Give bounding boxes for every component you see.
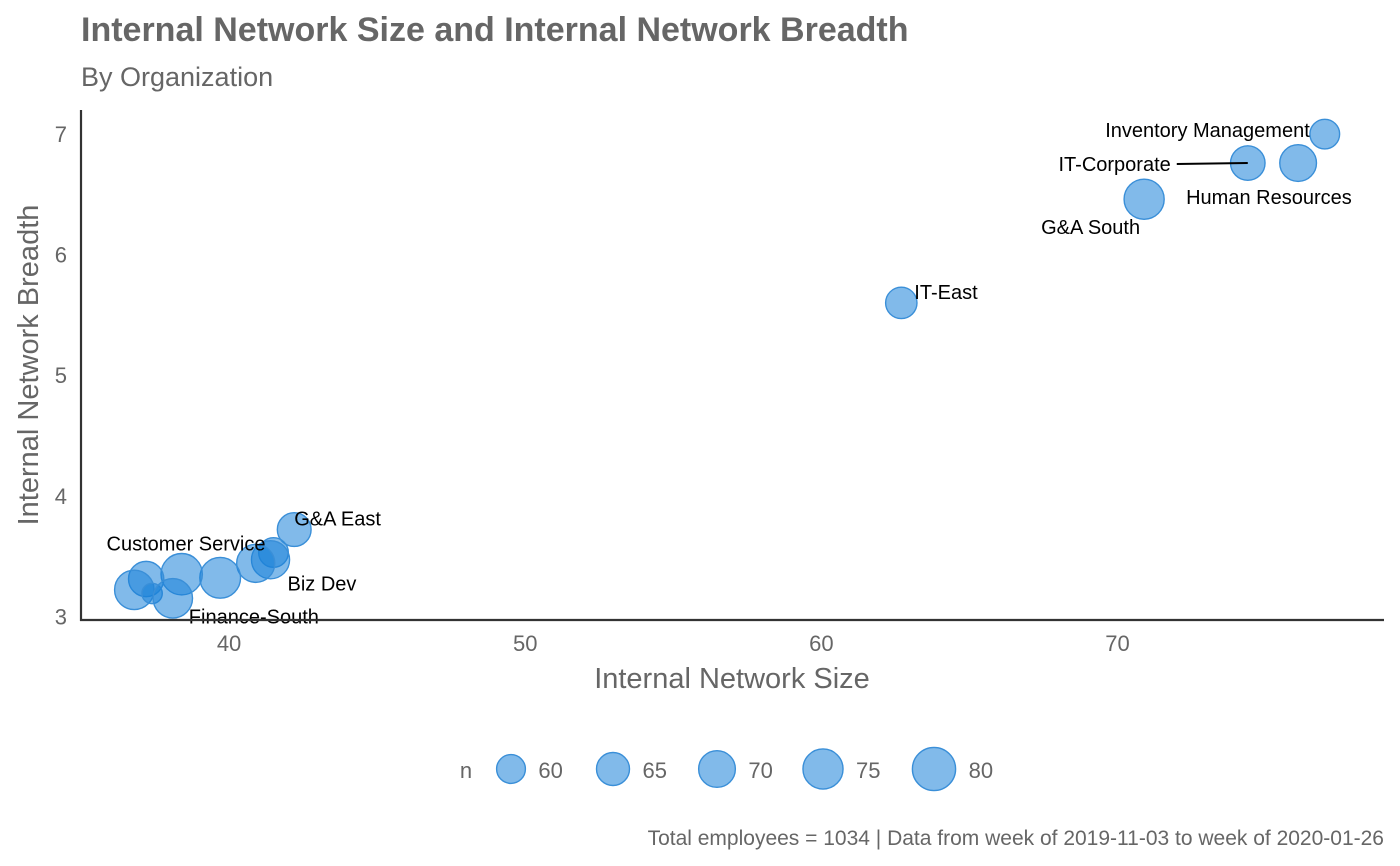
legend-key — [911, 746, 957, 792]
x-axis-title: Internal Network Size — [594, 663, 870, 695]
point-label: Inventory Management — [1105, 120, 1310, 142]
point-labels-layer: Inventory Management IT-Corporate Human Re… — [107, 120, 1352, 628]
legend-key — [495, 753, 527, 785]
data-point — [1123, 178, 1165, 220]
y-axis-title: Internal Network Breadth — [13, 205, 45, 526]
point-label: IT-East — [914, 282, 978, 304]
size-legend: n 60 65 70 75 80 — [460, 746, 993, 792]
data-point — [235, 543, 276, 584]
legend-key — [697, 749, 737, 789]
legend-label: 80 — [969, 758, 993, 783]
point-label: Customer Service — [107, 533, 266, 555]
label-connector — [1176, 162, 1248, 166]
y-tick-label: 3 — [55, 604, 67, 629]
data-point — [276, 511, 312, 548]
x-tick-label: 70 — [1105, 631, 1129, 656]
x-tick-label: 60 — [809, 631, 833, 656]
point-label: Finance-South — [189, 606, 319, 628]
x-tick-label: 40 — [217, 631, 241, 656]
point-label: G&A East — [294, 509, 381, 531]
x-tick-label: 50 — [513, 631, 537, 656]
data-point — [884, 286, 918, 320]
point-label: Human Resources — [1186, 187, 1352, 209]
chart-subtitle: By Organization — [81, 62, 273, 92]
y-tick-label: 5 — [55, 363, 67, 388]
data-point — [1309, 118, 1341, 150]
y-tick-label: 7 — [55, 122, 67, 147]
y-ticks: 3 4 5 6 7 — [55, 122, 67, 629]
legend-label: 70 — [748, 758, 772, 783]
legend-label: 60 — [538, 758, 562, 783]
data-point — [1279, 143, 1318, 183]
data-point — [152, 577, 194, 619]
y-tick-label: 6 — [55, 243, 67, 268]
x-ticks: 40 50 60 70 — [217, 631, 1130, 656]
chart-caption: Total employees = 1034 | Data from week … — [648, 827, 1384, 850]
data-point — [199, 556, 242, 599]
point-label: IT-Corporate — [1059, 154, 1171, 176]
point-label: G&A South — [1041, 217, 1140, 239]
points-layer — [113, 118, 1341, 619]
connectors-layer — [1176, 162, 1248, 166]
point-label: Biz Dev — [288, 574, 357, 596]
legend-key — [802, 748, 844, 790]
legend-label: 65 — [642, 758, 666, 783]
legend-label: 75 — [856, 758, 880, 783]
y-tick-label: 4 — [55, 484, 67, 509]
legend-key — [595, 751, 631, 787]
legend-title: n — [460, 758, 472, 783]
chart-title: Internal Network Size and Internal Netwo… — [81, 11, 909, 49]
